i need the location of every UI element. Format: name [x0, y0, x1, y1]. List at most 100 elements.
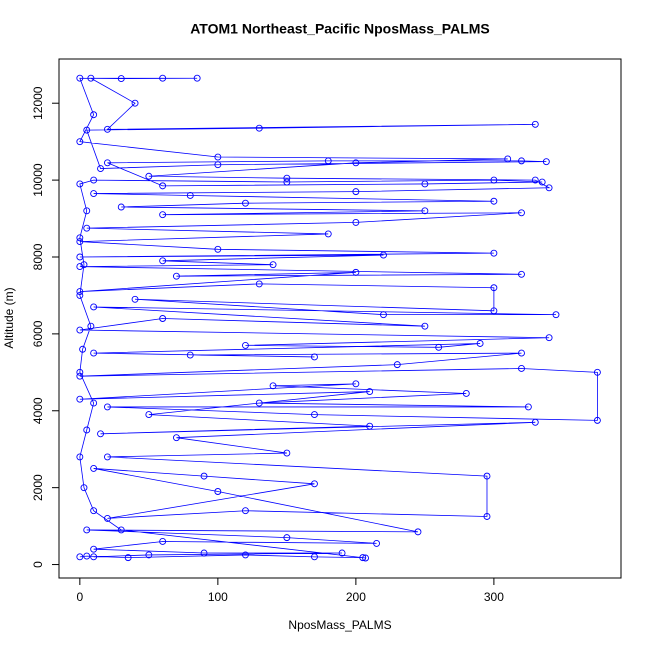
data-point — [76, 138, 84, 146]
data-point — [311, 480, 318, 488]
data-point — [76, 180, 84, 188]
data-point — [87, 322, 95, 330]
y-tick-label: 10000 — [31, 163, 45, 197]
data-point — [366, 422, 374, 430]
data-point — [76, 368, 84, 376]
data-point — [490, 249, 498, 257]
data-point — [490, 176, 498, 184]
data-point — [421, 207, 429, 215]
data-point — [324, 157, 332, 165]
data-point — [117, 526, 125, 534]
data-point — [352, 268, 360, 276]
data-point — [393, 361, 401, 369]
data-point — [103, 403, 111, 411]
data-point — [145, 551, 153, 559]
chart-title: ATOM1 Northeast_Pacific NposMass_PALMS — [190, 21, 490, 37]
data-point — [90, 464, 98, 472]
data-point — [269, 261, 277, 269]
data-point — [159, 538, 167, 545]
data-point — [518, 157, 525, 165]
data-point — [462, 390, 470, 397]
data-point — [414, 528, 422, 536]
x-axis-label: NposMass_PALMS — [288, 618, 391, 632]
data-point — [421, 180, 429, 188]
data-point — [80, 261, 88, 269]
y-tick-label: 0 — [31, 561, 45, 568]
data-point — [173, 272, 180, 280]
data-point — [90, 349, 98, 357]
data-point — [542, 158, 550, 166]
plot-frame — [58, 58, 622, 579]
data-point — [83, 526, 91, 534]
data-point — [359, 554, 367, 562]
data-point — [90, 190, 98, 198]
data-point — [76, 372, 84, 380]
data-point — [242, 199, 249, 207]
data-point — [435, 343, 443, 351]
data-point — [131, 295, 139, 303]
y-tick-label: 4000 — [31, 397, 45, 424]
data-point — [380, 311, 387, 319]
data-point — [117, 203, 125, 211]
data-point — [76, 291, 84, 299]
data-point — [352, 188, 360, 196]
data-point — [593, 416, 601, 424]
data-point — [90, 507, 98, 515]
y-tick-label: 2000 — [31, 474, 45, 501]
data-point — [269, 382, 277, 390]
data-point — [518, 209, 525, 217]
data-point — [552, 311, 560, 319]
data-point — [352, 159, 360, 167]
data-point — [90, 176, 98, 184]
y-axis-label: Altitude (m) — [2, 287, 16, 348]
data-point — [76, 288, 84, 296]
data-point — [97, 165, 104, 173]
data-point — [103, 159, 111, 167]
data-point — [117, 75, 125, 83]
data-point — [242, 551, 249, 559]
data-point — [193, 74, 201, 82]
data-point — [283, 174, 291, 182]
data-point — [159, 182, 167, 190]
data-point — [87, 74, 95, 82]
data-point — [311, 411, 318, 419]
data-point — [531, 120, 539, 128]
y-tick-label: 6000 — [31, 320, 45, 347]
data-point — [538, 178, 546, 186]
data-point — [283, 449, 291, 457]
data-point — [362, 554, 369, 562]
x-tick-label: 0 — [76, 590, 83, 604]
x-tick-label: 200 — [346, 590, 366, 604]
data-point — [214, 153, 222, 161]
data-point — [214, 488, 222, 495]
data-point — [324, 230, 332, 238]
data-point — [518, 270, 525, 278]
data-point — [531, 176, 539, 184]
data-point — [366, 388, 374, 395]
data-point — [76, 234, 84, 242]
data-point — [373, 539, 381, 547]
x-tick-label: 100 — [208, 590, 228, 604]
data-point — [159, 74, 167, 82]
data-point — [76, 238, 84, 246]
data-point — [242, 507, 249, 515]
data-point — [103, 125, 111, 133]
data-point — [90, 545, 98, 553]
data-point — [186, 351, 194, 359]
data-point — [90, 399, 98, 407]
data-point — [76, 263, 84, 271]
data-point — [531, 418, 539, 426]
data-point — [524, 403, 532, 411]
data-point — [545, 334, 553, 342]
data-point — [421, 322, 429, 330]
data-point — [255, 280, 263, 288]
data-point — [76, 74, 84, 82]
data-point — [76, 326, 84, 334]
y-tick-label: 8000 — [31, 243, 45, 270]
data-point — [490, 284, 498, 292]
data-point — [200, 549, 208, 557]
data-point — [476, 340, 484, 347]
data-point — [186, 192, 194, 199]
data-point — [159, 315, 167, 322]
data-point — [83, 552, 91, 560]
